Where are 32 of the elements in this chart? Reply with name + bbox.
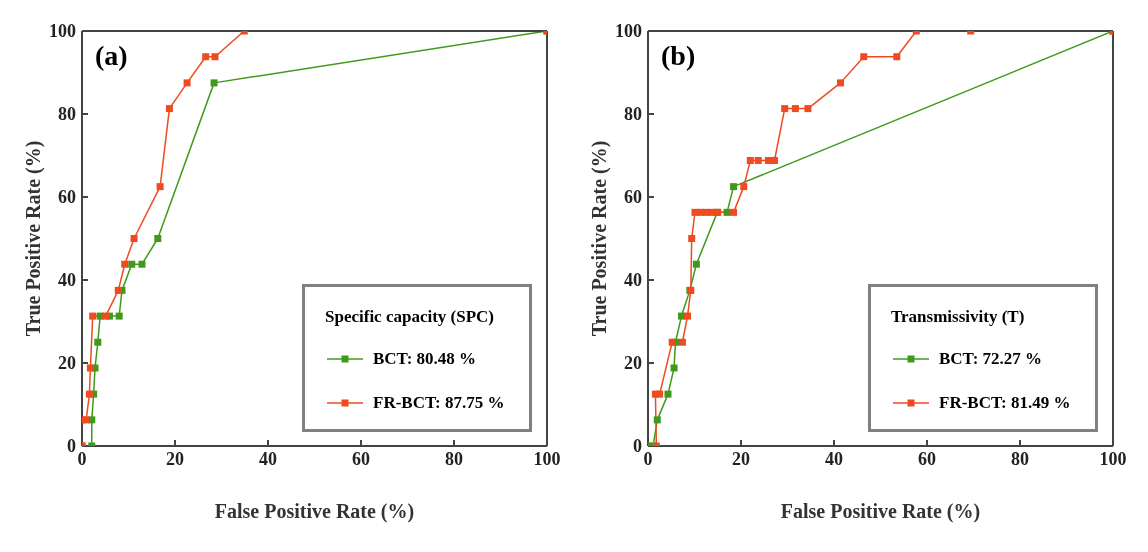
x-tick-label: 100	[1099, 448, 1127, 469]
x-tick-label: 80	[445, 448, 463, 469]
annotation: (b)	[661, 40, 696, 72]
x-tick-label: 100	[533, 448, 561, 469]
x-tick-label: 40	[825, 448, 843, 469]
legend-label: BCT: 80.48 %	[373, 349, 477, 369]
legend-label: BCT: 72.27 %	[939, 349, 1043, 369]
y-tick-label: 60	[58, 187, 76, 208]
y-axis-title: True Positive Rate (%)	[588, 140, 612, 337]
y-tick-label: 20	[58, 353, 76, 374]
y-tick-label: 80	[624, 104, 642, 125]
y-tick-label: 40	[624, 270, 642, 291]
y-tick-label: 20	[624, 353, 642, 374]
y-tick-label: 40	[58, 270, 76, 291]
y-axis-title: True Positive Rate (%)	[22, 140, 46, 337]
annotation: (a)	[95, 40, 128, 72]
x-axis-title: False Positive Rate (%)	[214, 500, 415, 523]
x-tick-label: 60	[918, 448, 936, 469]
x-tick-label: 20	[732, 448, 750, 469]
y-tick-label: 80	[58, 104, 76, 125]
legend-label: FR-BCT: 87.75 %	[373, 393, 505, 413]
legend-label: FR-BCT: 81.49 %	[939, 393, 1071, 413]
x-axis-title: False Positive Rate (%)	[780, 500, 981, 523]
legend-title: Transmissivity (T)	[891, 307, 1026, 327]
y-tick-label: 60	[624, 187, 642, 208]
legend-title: Specific capacity (SPC)	[325, 307, 496, 327]
y-tick-label: 100	[49, 21, 76, 42]
x-tick-label: 80	[1011, 448, 1029, 469]
x-tick-label: 60	[352, 448, 370, 469]
x-tick-label: 40	[259, 448, 277, 469]
x-tick-label: 20	[166, 448, 184, 469]
y-tick-label: 100	[615, 21, 642, 42]
